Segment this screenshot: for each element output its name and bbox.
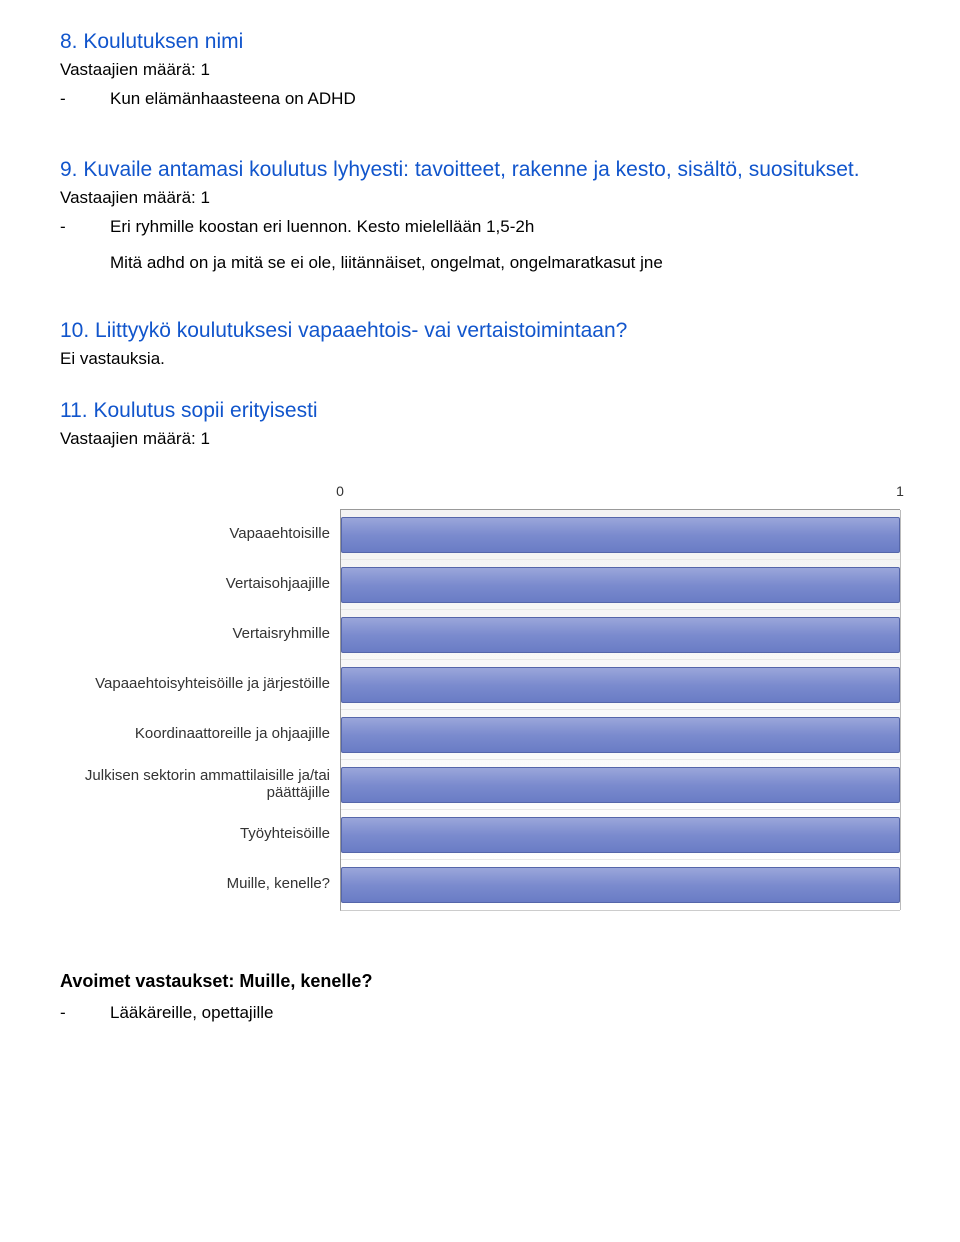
chart-bar	[341, 517, 900, 553]
chart-bar-row	[341, 660, 900, 710]
chart-bar-row	[341, 610, 900, 660]
question-8: 8. Koulutuksen nimi Vastaajien määrä: 1 …	[60, 30, 900, 112]
chart-bar	[341, 717, 900, 753]
chart-bar	[341, 617, 900, 653]
chart-axis: 01	[340, 479, 900, 509]
q9-heading: 9. Kuvaile antamasi koulutus lyhyesti: t…	[60, 158, 900, 182]
chart-category-label: Julkisen sektorin ammattilaisille ja/tai…	[60, 759, 340, 809]
open-answers: Avoimet vastaukset: Muille, kenelle? -Lä…	[60, 971, 900, 1026]
q9-respondents: Vastaajien määrä: 1	[60, 188, 900, 208]
chart-bar	[341, 817, 900, 853]
q8-respondents: Vastaajien määrä: 1	[60, 60, 900, 80]
open-answer: -Lääkäreille, opettajille	[60, 1000, 900, 1026]
q9-answer2: Mitä adhd on ja mitä se ei ole, liitännä…	[110, 253, 900, 273]
axis-tick: 1	[896, 483, 904, 499]
chart-category-label: Koordinaattoreille ja ohjaajille	[60, 709, 340, 759]
chart-bar-row	[341, 860, 900, 910]
chart-bar	[341, 567, 900, 603]
q9-answer1: -Eri ryhmille koostan eri luennon. Kesto…	[60, 214, 900, 240]
q10-heading: 10. Liittyykö koulutuksesi vapaaehtois- …	[60, 319, 900, 343]
q8-answer-text: Kun elämänhaasteena on ADHD	[110, 89, 356, 108]
chart-bar-row	[341, 810, 900, 860]
q8-answer: -Kun elämänhaasteena on ADHD	[60, 86, 900, 112]
chart-bar-row	[341, 710, 900, 760]
axis-tick: 0	[336, 483, 344, 499]
chart-bars-area	[340, 509, 900, 911]
chart-category-label: Vertaisryhmille	[60, 609, 340, 659]
q11-heading: 11. Koulutus sopii erityisesti	[60, 399, 900, 423]
question-11: 11. Koulutus sopii erityisesti Vastaajie…	[60, 399, 900, 911]
chart-category-label: Muille, kenelle?	[60, 859, 340, 909]
chart-bar-row	[341, 760, 900, 810]
chart-bar	[341, 667, 900, 703]
q9-answer1-text: Eri ryhmille koostan eri luennon. Kesto …	[110, 217, 534, 236]
q8-heading: 8. Koulutuksen nimi	[60, 30, 900, 54]
chart-bar	[341, 867, 900, 903]
chart-category-label: Vapaaehtoisille	[60, 509, 340, 559]
chart-bar-row	[341, 560, 900, 610]
question-9: 9. Kuvaile antamasi koulutus lyhyesti: t…	[60, 158, 900, 274]
chart-bar	[341, 767, 900, 803]
grid-line	[900, 510, 901, 910]
open-heading: Avoimet vastaukset: Muille, kenelle?	[60, 971, 900, 992]
chart-plot: 01	[340, 479, 900, 911]
q10-noanswers: Ei vastauksia.	[60, 349, 900, 369]
chart-category-label: Vertaisohjaajille	[60, 559, 340, 609]
question-10: 10. Liittyykö koulutuksesi vapaaehtois- …	[60, 319, 900, 369]
q11-respondents: Vastaajien määrä: 1	[60, 429, 900, 449]
chart: VapaaehtoisilleVertaisohjaajilleVertaisr…	[60, 479, 900, 911]
open-answer-text: Lääkäreille, opettajille	[110, 1003, 274, 1022]
chart-bar-row	[341, 510, 900, 560]
chart-labels: VapaaehtoisilleVertaisohjaajilleVertaisr…	[60, 479, 340, 911]
chart-category-label: Työyhteisöille	[60, 809, 340, 859]
chart-category-label: Vapaaehtoisyhteisöille ja järjestöille	[60, 659, 340, 709]
